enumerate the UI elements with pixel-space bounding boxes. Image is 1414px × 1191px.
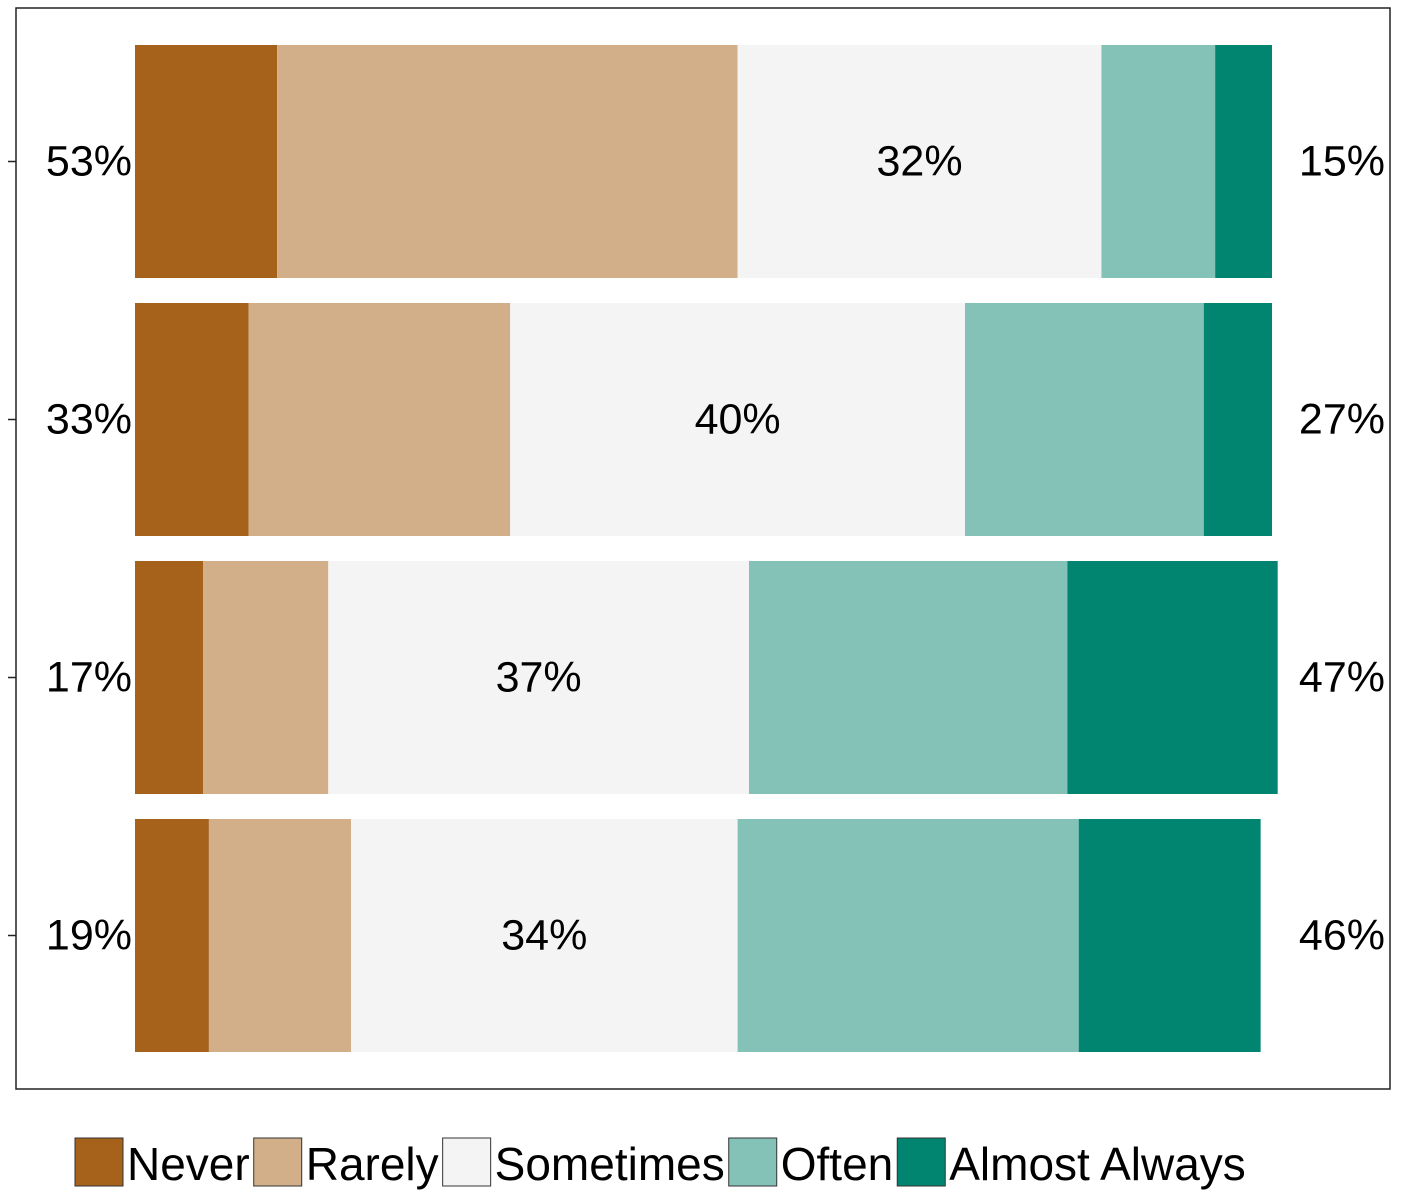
- bar-often-row-3: [748, 561, 1068, 794]
- bar-often-row-4: [737, 819, 1079, 1052]
- labels-group: 53% 32% 15% 33% 40% 27% 17% 37% 47% 19% 34% 46%: [46, 138, 1385, 960]
- legend-key-never: [74, 1137, 124, 1187]
- bar-sometimes-row-1: [737, 45, 1102, 278]
- legend-key-rarely: [253, 1137, 303, 1187]
- bar-never-row-3: [135, 561, 204, 794]
- right-percent-label-row-4: 46%: [1299, 912, 1385, 960]
- bar-never-row-2: [135, 303, 249, 536]
- bar-sometimes-row-2: [510, 303, 966, 536]
- center-percent-label-row-4: 34%: [501, 912, 587, 960]
- y-ticks-group: [8, 160, 16, 937]
- left-percent-label-row-1: 53%: [46, 138, 132, 186]
- legend-label-often: Often: [781, 1138, 894, 1190]
- left-percent-label-row-4: 19%: [46, 912, 132, 960]
- bar-sometimes-row-4: [351, 819, 738, 1052]
- legend-key-often: [728, 1137, 778, 1187]
- bar-never-row-1: [135, 45, 278, 278]
- plot-panel-border: [15, 7, 1391, 1090]
- bar-almost-always-row-4: [1078, 819, 1261, 1052]
- legend-label-never: Never: [127, 1138, 250, 1190]
- bar-almost-always-row-1: [1215, 45, 1272, 278]
- right-percent-label-row-1: 15%: [1299, 138, 1385, 186]
- legend-label-almost-always: Almost Always: [949, 1138, 1246, 1190]
- legend-label-rarely: Rarely: [306, 1138, 439, 1190]
- bar-never-row-4: [135, 819, 209, 1052]
- bar-rarely-row-4: [208, 819, 352, 1052]
- center-percent-label-row-3: 37%: [496, 654, 582, 702]
- bar-almost-always-row-2: [1203, 303, 1272, 536]
- bar-rarely-row-1: [277, 45, 738, 278]
- center-percent-label-row-1: 32%: [876, 138, 962, 186]
- bar-almost-always-row-3: [1067, 561, 1278, 794]
- bar-often-row-2: [965, 303, 1204, 536]
- right-percent-label-row-2: 27%: [1299, 396, 1385, 444]
- bar-often-row-1: [1101, 45, 1216, 278]
- bar-sometimes-row-3: [328, 561, 749, 794]
- left-percent-label-row-2: 33%: [46, 396, 132, 444]
- bar-rarely-row-3: [203, 561, 329, 794]
- left-percent-label-row-3: 17%: [46, 654, 132, 702]
- center-percent-label-row-2: 40%: [695, 396, 781, 444]
- right-percent-label-row-3: 47%: [1299, 654, 1385, 702]
- bars-group: [135, 45, 1278, 1052]
- legend: Never Rarely Sometimes Often Almost Always: [74, 1137, 1246, 1190]
- legend-key-sometimes: [442, 1137, 492, 1187]
- bar-rarely-row-2: [248, 303, 511, 536]
- legend-label-sometimes: Sometimes: [495, 1138, 725, 1190]
- legend-key-almost-always: [896, 1137, 946, 1187]
